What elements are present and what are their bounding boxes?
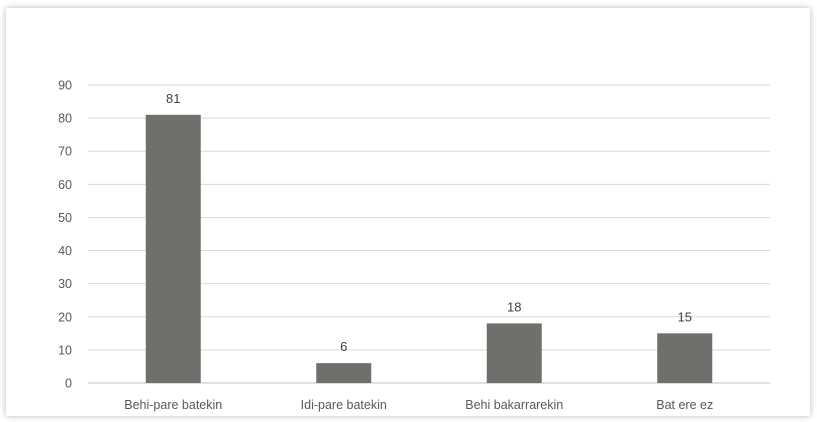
y-axis-tick-labels: 0 10 20 30 40 50 60 70 80 90	[58, 79, 72, 391]
y-tick-label: 20	[58, 310, 72, 324]
y-tick-label: 50	[58, 211, 72, 225]
bar	[657, 333, 713, 383]
bar	[316, 363, 372, 383]
y-tick-label: 10	[58, 343, 72, 357]
bar	[145, 114, 201, 384]
chart-frame: 0 10 20 30 40 50 60 70 80 90 81 6 18 15 Behi-pare ba…	[6, 8, 810, 416]
bars	[145, 114, 713, 384]
y-tick-label: 0	[65, 377, 72, 391]
y-tick-label: 80	[58, 112, 72, 126]
y-tick-label: 30	[58, 277, 72, 291]
y-tick-label: 70	[58, 145, 72, 159]
data-labels: 81 6 18 15	[166, 91, 692, 354]
bar-chart: 0 10 20 30 40 50 60 70 80 90 81 6 18 15 Behi-pare ba…	[58, 79, 770, 412]
bar-value-label: 18	[507, 299, 521, 314]
bar	[486, 323, 542, 383]
y-tick-label: 40	[58, 244, 72, 258]
x-tick-label: Bat ere ez	[656, 398, 713, 412]
bar-value-label: 6	[340, 339, 347, 354]
y-tick-label: 60	[58, 178, 72, 192]
x-tick-label: Behi-pare batekin	[124, 398, 222, 412]
bar-value-label: 15	[678, 309, 692, 324]
y-tick-label: 90	[58, 79, 72, 93]
gridlines	[88, 84, 770, 384]
bar-value-label: 81	[166, 91, 180, 106]
x-tick-label: Idi-pare batekin	[301, 398, 387, 412]
x-tick-label: Behi bakarrarekin	[465, 398, 563, 412]
x-axis-tick-labels: Behi-pare batekin Idi-pare batekin Behi ba…	[124, 398, 713, 412]
